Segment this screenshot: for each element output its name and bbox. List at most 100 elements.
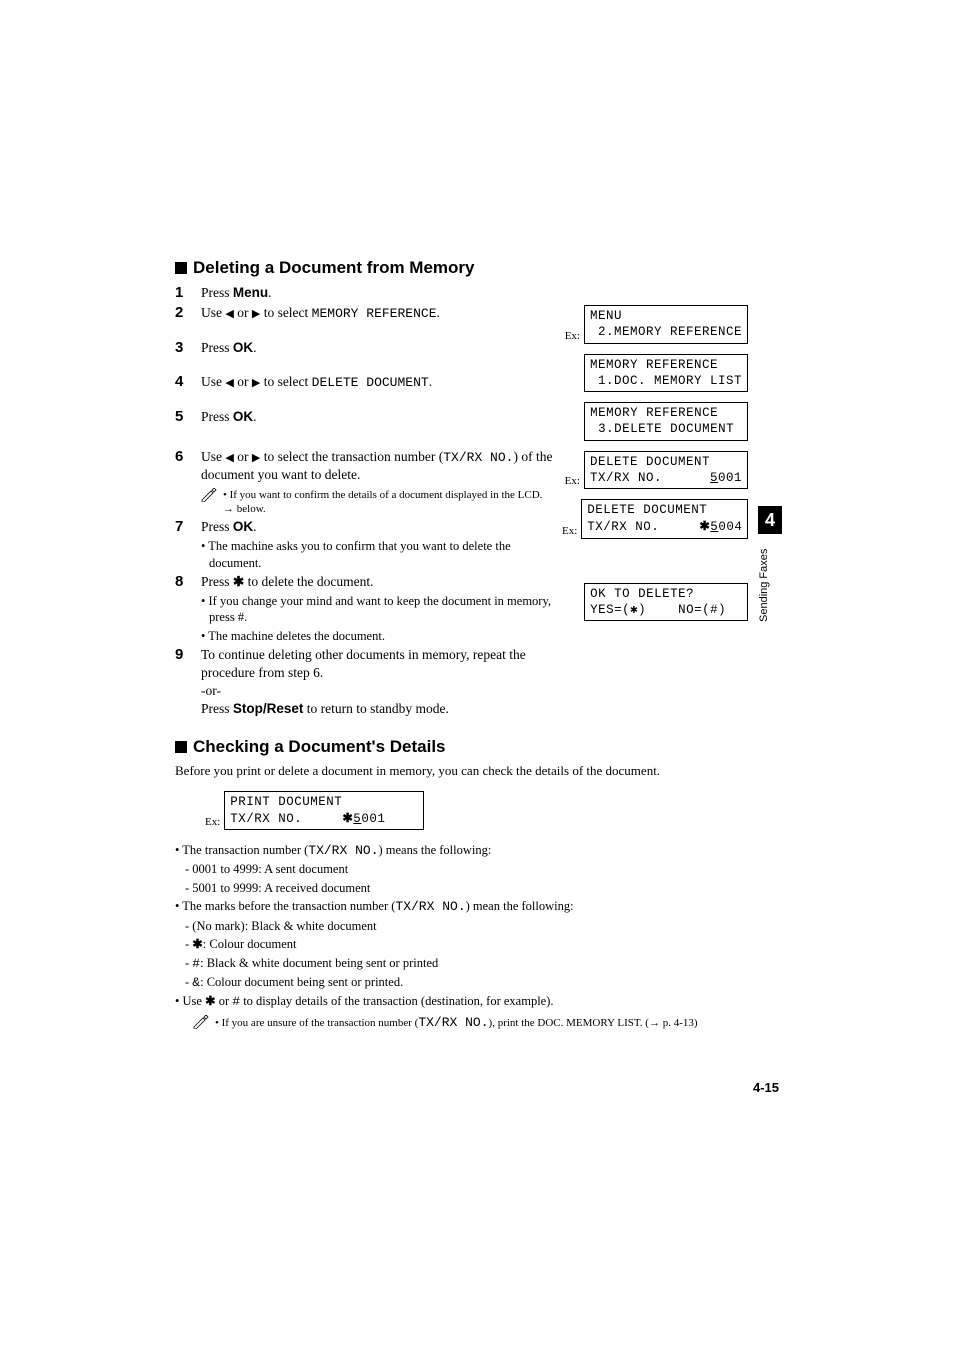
detail-text: 5001 to 9999: A received document [192, 881, 370, 895]
step-text: . [268, 285, 271, 300]
lcd-line: 1.DOC. MEMORY LIST [590, 374, 742, 388]
detail-subitem: - #: Black & white document being sent o… [175, 955, 780, 973]
step-body: Press ✱ to delete the document. • If you… [201, 573, 556, 644]
step-number: 9 [175, 646, 201, 663]
step-body: Use ◀ or ▶ to select DELETE DOCUMENT. [201, 373, 556, 392]
heading-deleting: Deleting a Document from Memory [175, 258, 780, 278]
left-arrow-icon: ◀ [225, 307, 233, 322]
ex-label: Ex: [562, 475, 584, 489]
step-text: to select the transaction number ( [260, 449, 443, 464]
step-text: . [429, 374, 432, 389]
ex-label: Ex: [205, 816, 224, 830]
lcd-text: TX/RX NO. [308, 843, 378, 858]
or-text: -or- [201, 682, 556, 700]
step-text: Press [201, 574, 233, 589]
lcd-line: 004 [718, 520, 742, 534]
step-text: . [253, 409, 256, 424]
detail-subitem: - &: Colour document being sent or print… [175, 974, 780, 992]
step-text: Press [201, 519, 233, 534]
lcd-line: 001 [718, 471, 742, 485]
step-number: 2 [175, 304, 201, 321]
step-text: or [234, 305, 252, 320]
step-text: to select [260, 305, 311, 320]
square-bullet-icon [175, 262, 187, 274]
step-body: Use ◀ or ▶ to select MEMORY REFERENCE. [201, 304, 556, 323]
lcd-row: Ex: DELETE DOCUMENT TX/RX NO. 5001 [562, 451, 748, 490]
step-text: Press [201, 409, 233, 424]
step-text: Press [201, 701, 233, 716]
bullet-text: If you change your mind and want to keep… [209, 594, 552, 624]
detail-text: The transaction number ( [182, 843, 308, 857]
note-text: • If you are unsure of the transaction n… [215, 1015, 698, 1032]
bullet-text: The machine deletes the document. [208, 629, 385, 643]
step-number: 6 [175, 448, 201, 465]
step-text: to select [260, 374, 311, 389]
step-body: Use ◀ or ▶ to select the transaction num… [201, 448, 556, 516]
detail-text: ) mean the following: [466, 899, 574, 913]
note: • If you want to confirm the details of … [201, 488, 556, 517]
detail-item: • Use ✱ or # to display details of the t… [175, 993, 780, 1011]
step-9: 9 To continue deleting other documents i… [175, 646, 780, 719]
lcd-line: 3.DELETE DOCUMENT [590, 422, 734, 436]
ok-key: OK [233, 340, 253, 355]
detail-text: 0001 to 4999: A sent document [192, 862, 348, 876]
note: • If you are unsure of the transaction n… [193, 1015, 780, 1035]
note-content: If you want to confirm the details of a … [223, 489, 542, 515]
lcd-line: TX/RX NO. [590, 471, 710, 485]
amp-symbol: & [192, 975, 200, 990]
detail-text: Use [183, 994, 206, 1008]
detail-text: : Colour document being sent or printed. [200, 975, 403, 989]
step-text: Use [201, 374, 225, 389]
lcd-line: TX/RX NO. [230, 812, 342, 826]
left-arrow-icon: ◀ [225, 451, 233, 466]
left-arrow-icon: ◀ [225, 376, 233, 391]
lcd-display: MENU 2.MEMORY REFERENCE [584, 305, 748, 344]
lcd-line: 001 [361, 812, 385, 826]
lcd-display: PRINT DOCUMENT TX/RX NO. ✱5001 [224, 791, 424, 831]
step-number: 4 [175, 373, 201, 390]
lcd-line: MEMORY REFERENCE [590, 406, 718, 420]
lcd-line: DELETE DOCUMENT [590, 455, 710, 469]
step-number: 7 [175, 518, 201, 535]
step-text: . [253, 519, 256, 534]
heading-checking: Checking a Document's Details [175, 737, 780, 757]
pencil-note-icon [201, 488, 217, 507]
detail-text: : Colour document [203, 937, 297, 951]
star-icon: ✱ [192, 937, 202, 951]
lcd-digit: 5 [710, 471, 718, 485]
step-text: Use [201, 449, 225, 464]
star-icon: ✱ [699, 519, 710, 533]
lcd-example-inline: Ex: PRINT DOCUMENT TX/RX NO. ✱5001 [205, 791, 424, 831]
lcd-column: Ex: MENU 2.MEMORY REFERENCE Ex: MEMORY R… [562, 305, 748, 631]
note-text: • If you want to confirm the details of … [223, 488, 556, 517]
intro-text: Before you print or delete a document in… [175, 763, 780, 779]
hash-symbol: # [192, 956, 200, 971]
heading-text: Deleting a Document from Memory [193, 258, 475, 278]
step-text: or [234, 374, 252, 389]
detail-text: to display details of the transaction (d… [240, 994, 553, 1008]
detail-subitem: - 5001 to 9999: A received document [175, 880, 780, 898]
lcd-line: MENU [590, 309, 622, 323]
detail-text: : Black & white document being sent or p… [200, 956, 438, 970]
lcd-display: MEMORY REFERENCE 1.DOC. MEMORY LIST [584, 354, 748, 393]
detail-subitem: - (No mark): Black & white document [175, 918, 780, 936]
step-bullet: • The machine asks you to confirm that y… [201, 538, 556, 571]
detail-text: ) means the following: [379, 843, 492, 857]
ex-label: Ex: [562, 330, 584, 344]
step-number: 5 [175, 408, 201, 425]
detail-item: • The transaction number (TX/RX NO.) mea… [175, 842, 780, 860]
lcd-line: 2.MEMORY REFERENCE [590, 325, 742, 339]
step-number: 3 [175, 339, 201, 356]
detail-text: (No mark): Black & white document [192, 919, 376, 933]
lcd-display: DELETE DOCUMENT TX/RX NO. ✱5004 [581, 499, 748, 539]
ex-label: Ex: [562, 525, 581, 539]
lcd-text: DELETE DOCUMENT [312, 375, 429, 390]
ok-key: OK [233, 409, 253, 424]
detail-item: • The marks before the transaction numbe… [175, 898, 780, 916]
lcd-line: YES=(✱) NO=(#) [590, 603, 726, 617]
lcd-display: OK TO DELETE? YES=(✱) NO=(#) [584, 583, 748, 622]
note-content: If you are unsure of the transaction num… [222, 1017, 419, 1029]
lcd-row: Ex: OK TO DELETE? YES=(✱) NO=(#) [562, 583, 748, 622]
step-body: To continue deleting other documents in … [201, 646, 556, 719]
bullet-text: The machine asks you to confirm that you… [208, 539, 510, 569]
